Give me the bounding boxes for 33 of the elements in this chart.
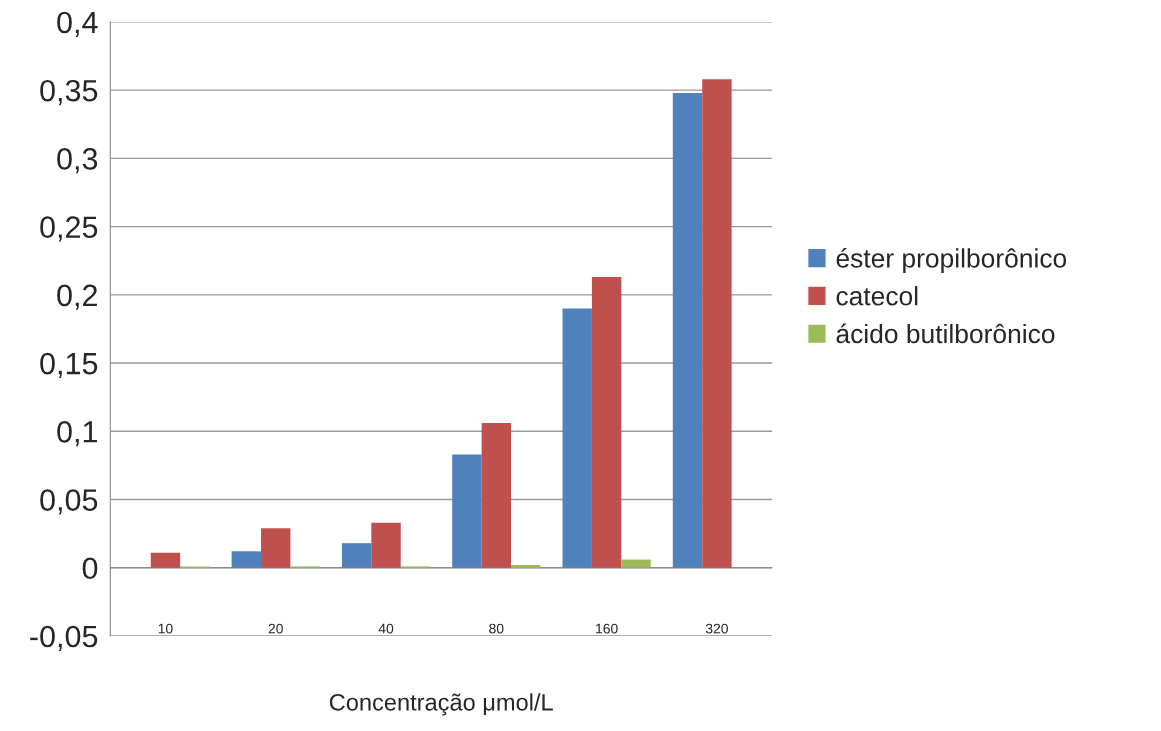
y-tick-label: 0,25 <box>40 216 98 242</box>
x-tick-label: 320 <box>705 623 728 634</box>
bar <box>702 79 732 568</box>
bar <box>371 522 401 568</box>
bar <box>231 551 262 568</box>
y-tick-label: 0 <box>82 557 98 580</box>
legend-label: ácido butilborônico <box>836 323 1055 344</box>
y-tick-label: -0,05 <box>30 625 98 651</box>
x-tick-label: 10 <box>158 623 173 634</box>
y-tick-label: 0,4 <box>57 11 98 37</box>
y-tick-label: 0,2 <box>57 284 97 310</box>
y-tick-label: 0,15 <box>40 352 98 379</box>
bar <box>591 277 622 568</box>
y-tick-label: 0,35 <box>40 79 98 106</box>
bar <box>672 92 703 568</box>
legend-label: éster propilborônico <box>836 248 1067 273</box>
x-tick-label: 160 <box>596 623 618 634</box>
bar <box>511 565 541 568</box>
bar <box>621 559 651 568</box>
x-axis-title: Concentração μmol/L <box>329 693 553 716</box>
y-tick-label: 0,05 <box>40 489 98 515</box>
bar <box>452 454 482 568</box>
y-tick-label: 0,1 <box>57 421 97 447</box>
bar <box>261 528 291 568</box>
bar <box>562 308 592 568</box>
x-tick-label: 80 <box>489 623 504 634</box>
x-tick-label: 20 <box>268 623 283 634</box>
bar <box>481 423 512 568</box>
legend-label: catecol <box>836 286 918 306</box>
x-tick-label: 40 <box>378 623 394 634</box>
y-tick-label: 0,3 <box>57 148 98 174</box>
bar <box>150 552 181 568</box>
bar <box>341 543 372 568</box>
